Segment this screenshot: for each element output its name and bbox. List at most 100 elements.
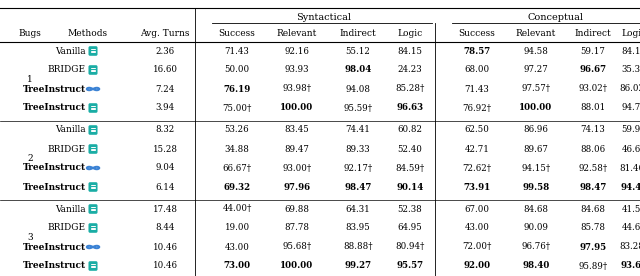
Text: 8.44: 8.44 <box>156 224 175 232</box>
Text: 95.68†: 95.68† <box>282 243 312 251</box>
Text: 86.02†: 86.02† <box>620 84 640 94</box>
Text: 76.19: 76.19 <box>223 84 251 94</box>
Text: 71.43: 71.43 <box>225 46 250 55</box>
Text: 92.00: 92.00 <box>463 261 491 270</box>
Text: 16.60: 16.60 <box>152 65 177 75</box>
Text: 95.57: 95.57 <box>396 261 424 270</box>
Text: 43.00: 43.00 <box>465 224 490 232</box>
Text: Logic: Logic <box>397 30 422 38</box>
Text: 84.59†: 84.59† <box>396 163 424 172</box>
Text: Logic: Logic <box>621 30 640 38</box>
Text: 100.00: 100.00 <box>280 261 314 270</box>
Text: 6.14: 6.14 <box>156 182 175 192</box>
Text: BRIDGE: BRIDGE <box>48 65 86 75</box>
Text: 43.00: 43.00 <box>225 243 250 251</box>
Text: 94.15†: 94.15† <box>522 163 550 172</box>
Text: 95.89†: 95.89† <box>579 261 607 270</box>
Text: 76.92†: 76.92† <box>463 104 492 113</box>
FancyBboxPatch shape <box>88 46 97 56</box>
FancyBboxPatch shape <box>88 125 97 135</box>
Text: 64.95: 64.95 <box>397 224 422 232</box>
Text: 86.96: 86.96 <box>524 126 548 134</box>
Text: Indirect: Indirect <box>340 30 376 38</box>
Text: 15.28: 15.28 <box>152 145 177 153</box>
Text: 3: 3 <box>27 233 33 242</box>
Text: 52.40: 52.40 <box>397 145 422 153</box>
Text: 8.32: 8.32 <box>156 126 175 134</box>
Text: 7.24: 7.24 <box>156 84 175 94</box>
Text: 3.94: 3.94 <box>156 104 175 113</box>
Text: 44.00†: 44.00† <box>222 205 252 214</box>
Text: 74.41: 74.41 <box>346 126 371 134</box>
Text: Vanilla: Vanilla <box>56 46 86 55</box>
Text: 94.08: 94.08 <box>346 84 371 94</box>
FancyBboxPatch shape <box>88 223 97 233</box>
Text: 87.78: 87.78 <box>285 224 310 232</box>
Text: 89.47: 89.47 <box>285 145 309 153</box>
Text: 74.13: 74.13 <box>580 126 605 134</box>
Text: 93.63: 93.63 <box>620 261 640 270</box>
Text: 80.94†: 80.94† <box>396 243 425 251</box>
Text: 96.76†: 96.76† <box>522 243 550 251</box>
Text: TreeInstruct: TreeInstruct <box>23 104 86 113</box>
Text: 10.46: 10.46 <box>152 243 177 251</box>
Text: TreeInstruct: TreeInstruct <box>23 84 86 94</box>
Text: 67.00: 67.00 <box>465 205 490 214</box>
FancyBboxPatch shape <box>88 261 97 271</box>
Text: 95.59†: 95.59† <box>344 104 372 113</box>
Text: 72.00†: 72.00† <box>462 243 492 251</box>
Text: Bugs: Bugs <box>19 30 42 38</box>
Text: 89.33: 89.33 <box>346 145 371 153</box>
Text: 2: 2 <box>27 154 33 163</box>
Text: 69.88: 69.88 <box>285 205 310 214</box>
Text: 88.88†: 88.88† <box>343 243 373 251</box>
FancyBboxPatch shape <box>88 182 97 192</box>
FancyBboxPatch shape <box>88 204 97 214</box>
Text: 42.71: 42.71 <box>465 145 490 153</box>
Text: Success: Success <box>459 30 495 38</box>
Text: 73.91: 73.91 <box>463 182 491 192</box>
Text: TreeInstruct: TreeInstruct <box>23 243 86 251</box>
Text: 94.58: 94.58 <box>524 46 548 55</box>
Text: 34.88: 34.88 <box>225 145 250 153</box>
Text: Syntactical: Syntactical <box>296 12 351 22</box>
Text: TreeInstruct: TreeInstruct <box>23 182 86 192</box>
Text: 17.48: 17.48 <box>152 205 177 214</box>
Text: TreeInstruct: TreeInstruct <box>23 261 86 270</box>
Text: 93.00†: 93.00† <box>282 163 312 172</box>
Text: 75.00†: 75.00† <box>222 104 252 113</box>
Text: Vanilla: Vanilla <box>56 205 86 214</box>
Text: 97.95: 97.95 <box>579 243 607 251</box>
Text: Vanilla: Vanilla <box>56 126 86 134</box>
Text: 88.01: 88.01 <box>580 104 605 113</box>
Text: 85.78: 85.78 <box>580 224 605 232</box>
Text: 19.00: 19.00 <box>225 224 250 232</box>
FancyBboxPatch shape <box>88 65 97 75</box>
Text: 96.67: 96.67 <box>579 65 607 75</box>
Text: 98.47: 98.47 <box>344 182 372 192</box>
Text: 92.16: 92.16 <box>285 46 309 55</box>
Text: 81.46†: 81.46† <box>620 163 640 172</box>
Text: 94.76: 94.76 <box>621 104 640 113</box>
Text: 64.31: 64.31 <box>346 205 371 214</box>
Text: 93.98†: 93.98† <box>282 84 312 94</box>
Text: 100.00: 100.00 <box>520 104 552 113</box>
Text: 98.04: 98.04 <box>344 65 372 75</box>
Text: 84.68: 84.68 <box>524 205 548 214</box>
Text: 93.93: 93.93 <box>285 65 309 75</box>
Text: BRIDGE: BRIDGE <box>48 224 86 232</box>
Text: 2.36: 2.36 <box>156 46 175 55</box>
Text: 97.57†: 97.57† <box>522 84 550 94</box>
Text: 83.95: 83.95 <box>346 224 371 232</box>
Text: 90.14: 90.14 <box>396 182 424 192</box>
Text: 73.00: 73.00 <box>223 261 251 270</box>
FancyBboxPatch shape <box>88 103 97 113</box>
Text: 85.28†: 85.28† <box>396 84 425 94</box>
Text: 41.51: 41.51 <box>621 205 640 214</box>
Text: 93.02†: 93.02† <box>579 84 607 94</box>
Text: 52.38: 52.38 <box>397 205 422 214</box>
Text: Indirect: Indirect <box>575 30 611 38</box>
Text: 60.82: 60.82 <box>397 126 422 134</box>
Text: 53.26: 53.26 <box>225 126 250 134</box>
Text: 78.57: 78.57 <box>463 46 491 55</box>
